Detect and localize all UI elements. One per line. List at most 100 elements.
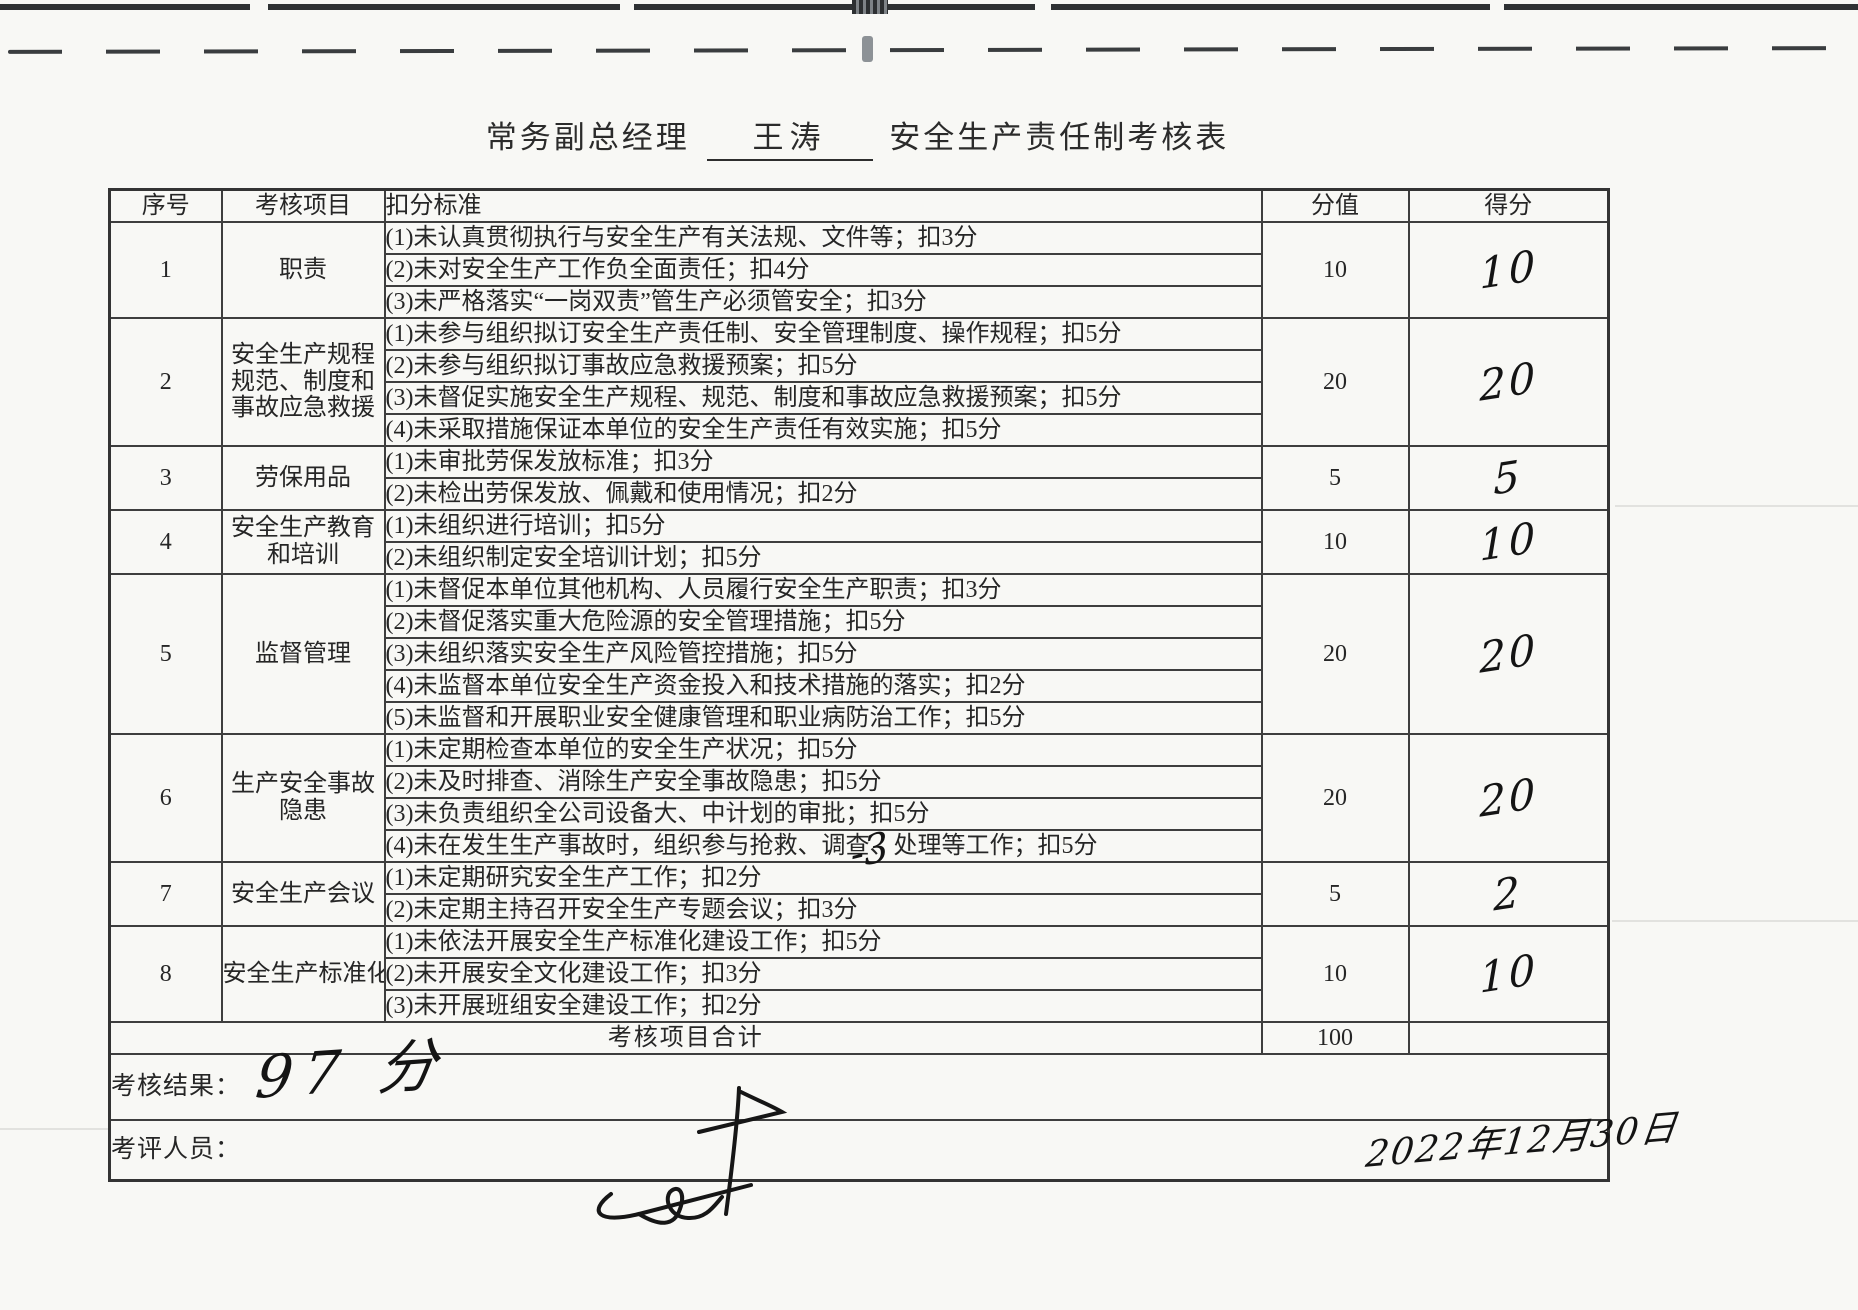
handwritten-score: 20 — [1478, 352, 1539, 412]
assessor-signature — [596, 1086, 788, 1225]
item-name-cell: 安全生产教育和培训 — [220, 509, 386, 575]
value-cell: 20 — [1260, 317, 1410, 447]
criteria-row: (2)未检出劳保发放、佩戴和使用情况；扣2分 — [110, 477, 1609, 511]
criteria-row: (4)未在发生生产事故时，组织参与抢救、调查、处理等工作；扣5分 — [110, 829, 1609, 863]
criteria-cell: (2)未对安全生产工作负全面责任；扣4分 — [383, 253, 1263, 287]
row-number-cell: 3 — [108, 445, 223, 511]
score-cell: 5 — [1407, 445, 1610, 511]
result-label: 考核结果： — [111, 1073, 242, 1100]
handwritten-score: 2 — [1493, 866, 1524, 922]
row-number-cell: 5 — [108, 573, 223, 735]
total-row: 考核项目合计 100 — [108, 1021, 1610, 1055]
criteria-row: (4)未监督本单位安全生产资金投入和技术措施的落实；扣2分 — [110, 669, 1609, 703]
handwritten-deduction-annotation: -3 — [848, 823, 891, 879]
handwritten-score: 10 — [1478, 512, 1539, 572]
row-number-cell: 8 — [108, 925, 223, 1023]
row-number-cell: 6 — [108, 733, 223, 863]
header-cell-no: 序号 — [108, 188, 223, 223]
item-name-cell: 安全生产会议 — [220, 861, 386, 927]
criteria-row: 5 监督管理 (1)未督促本单位其他机构、人员履行安全生产职责；扣3分 20 20 — [108, 573, 1610, 735]
row-number-cell: 2 — [108, 317, 223, 447]
document-title: 常务副总经理 王涛 安全生产责任制考核表 — [108, 112, 1607, 161]
criteria-row: 1 职责 (1)未认真贯彻执行与安全生产有关法规、文件等；扣3分 10 10 — [108, 221, 1610, 319]
header-cell-value: 分值 — [1260, 188, 1410, 223]
value-cell: 10 — [1260, 925, 1410, 1023]
criteria-cell: (1)未审批劳保发放标准；扣3分 — [383, 445, 1263, 479]
criteria-row: (3)未督促实施安全生产规程、规范、制度和事故应急救援预案；扣5分 — [110, 381, 1609, 415]
handwritten-score: 5 — [1493, 450, 1524, 506]
torn-edge-line — [0, 4, 1858, 10]
criteria-row: (5)未监督和开展职业安全健康管理和职业病防治工作；扣5分 — [110, 701, 1609, 735]
item-name-cell: 安全生产规程规范、制度和事故应急救援 — [220, 317, 386, 447]
criteria-row: (2)未开展安全文化建设工作；扣3分 — [110, 957, 1609, 991]
criteria-row: (3)未开展班组安全建设工作；扣2分 — [110, 989, 1609, 1023]
item-name-cell: 生产安全事故隐患 — [220, 733, 386, 863]
scan-streak — [0, 1128, 108, 1130]
criteria-cell: (3)未严格落实“一岗双责”管生产必须管安全；扣3分 — [383, 285, 1263, 319]
value-cell: 20 — [1260, 733, 1410, 863]
criteria-cell: (1)未参与组织拟订安全生产责任制、安全管理制度、操作规程；扣5分 — [383, 317, 1263, 351]
criteria-row: (3)未严格落实“一岗双责”管生产必须管安全；扣3分 — [110, 285, 1609, 319]
table-header-row: 序号 考核项目 扣分标准 分值 得分 — [108, 188, 1610, 223]
criteria-cell: (3)未负责组织全公司设备大、中计划的审批；扣5分 — [383, 797, 1263, 831]
criteria-cell: (1)未定期检查本单位的安全生产状况；扣5分 — [383, 733, 1263, 767]
score-cell: 10 — [1407, 221, 1610, 319]
criteria-cell: (4)未在发生生产事故时，组织参与抢救、调查、处理等工作；扣5分 — [383, 829, 1263, 863]
handwritten-result-score: 97 分 — [252, 1030, 450, 1112]
criteria-row: 3 劳保用品 (1)未审批劳保发放标准；扣3分 5 5 — [108, 445, 1610, 511]
criteria-row: 6 生产安全事故隐患 (1)未定期检查本单位的安全生产状况；扣5分 20 20 — [108, 733, 1610, 863]
value-cell: 10 — [1260, 221, 1410, 319]
criteria-cell: (3)未督促实施安全生产规程、规范、制度和事故应急救援预案；扣5分 — [383, 381, 1263, 415]
header-cell-item: 考核项目 — [220, 188, 386, 223]
handwritten-score: 20 — [1478, 624, 1539, 684]
assessment-table: 序号 考核项目 扣分标准 分值 得分 1 职责 (1)未认真贯彻执行与安全生产有关法… — [108, 188, 1610, 1225]
total-label-cell: 考核项目合计 — [108, 1021, 1263, 1055]
item-name-cell: 职责 — [220, 221, 386, 319]
title-role: 常务副总经理 — [485, 120, 690, 155]
criteria-cell: (2)未开展安全文化建设工作；扣3分 — [383, 957, 1263, 991]
assessor-label: 考评人员： — [111, 1136, 242, 1163]
criteria-cell: (1)未依法开展安全生产标准化建设工作；扣5分 — [383, 925, 1263, 959]
value-cell: 10 — [1260, 509, 1410, 575]
criteria-cell: (3)未组织落实安全生产风险管控措施；扣5分 — [383, 637, 1263, 671]
handwritten-score: 10 — [1478, 240, 1539, 300]
binding-mark-icon — [852, 0, 888, 14]
header-cell-criteria: 扣分标准 — [383, 188, 1263, 223]
criteria-row: (2)未督促落实重大危险源的安全管理措施；扣5分 — [110, 605, 1609, 639]
torn-edge-dashes — [7, 46, 1849, 54]
criteria-cell: (2)未参与组织拟订事故应急救援预案；扣5分 — [383, 349, 1263, 383]
handwritten-score: 10 — [1478, 944, 1539, 1004]
criteria-cell: (2)未及时排查、消除生产安全事故隐患；扣5分 — [383, 765, 1263, 799]
criteria-row: (2)未对安全生产工作负全面责任；扣4分 — [110, 253, 1609, 287]
title-person-name: 王涛 — [706, 112, 873, 161]
criteria-cell: (5)未监督和开展职业安全健康管理和职业病防治工作；扣5分 — [383, 701, 1263, 735]
scan-streak — [1612, 920, 1858, 922]
title-suffix: 安全生产责任制考核表 — [889, 120, 1230, 155]
value-cell: 5 — [1260, 861, 1410, 927]
criteria-cell: (1)未认真贯彻执行与安全生产有关法规、文件等；扣3分 — [383, 221, 1263, 255]
criteria-cell: (2)未督促落实重大危险源的安全管理措施；扣5分 — [383, 605, 1263, 639]
score-cell: 10 — [1407, 925, 1610, 1023]
row-number-cell: 1 — [108, 221, 223, 319]
criteria-cell: (4)未采取措施保证本单位的安全生产责任有效实施；扣5分 — [383, 413, 1263, 447]
criteria-row: 7 安全生产会议 (1)未定期研究安全生产工作；扣2分 5 2 — [108, 861, 1610, 927]
handwritten-score: 20 — [1478, 768, 1539, 828]
criteria-row: (3)未组织落实安全生产风险管控措施；扣5分 — [110, 637, 1609, 671]
score-cell: 20 — [1407, 317, 1610, 447]
score-cell: 20 — [1407, 733, 1610, 863]
assessor-row: 考评人员： — [108, 1086, 1610, 1225]
criteria-row: (2)未定期主持召开安全生产专题会议；扣3分 — [110, 893, 1609, 927]
item-name-cell: 劳保用品 — [220, 445, 386, 511]
score-cell: 20 — [1407, 573, 1610, 735]
criteria-row: 8 安全生产标准化 (1)未依法开展安全生产标准化建设工作；扣5分 10 10 — [108, 925, 1610, 1023]
score-cell: 10 — [1407, 509, 1610, 575]
criteria-cell: (1)未定期研究安全生产工作；扣2分 — [383, 861, 1263, 895]
criteria-row: (3)未负责组织全公司设备大、中计划的审批；扣5分 — [110, 797, 1609, 831]
criteria-row: (2)未及时排查、消除生产安全事故隐患；扣5分 — [110, 765, 1609, 799]
score-cell: 2 — [1407, 861, 1610, 927]
value-cell: 5 — [1260, 445, 1410, 511]
total-score-cell — [1407, 1021, 1610, 1055]
row-number-cell: 4 — [108, 509, 223, 575]
scan-streak — [1615, 505, 1858, 507]
